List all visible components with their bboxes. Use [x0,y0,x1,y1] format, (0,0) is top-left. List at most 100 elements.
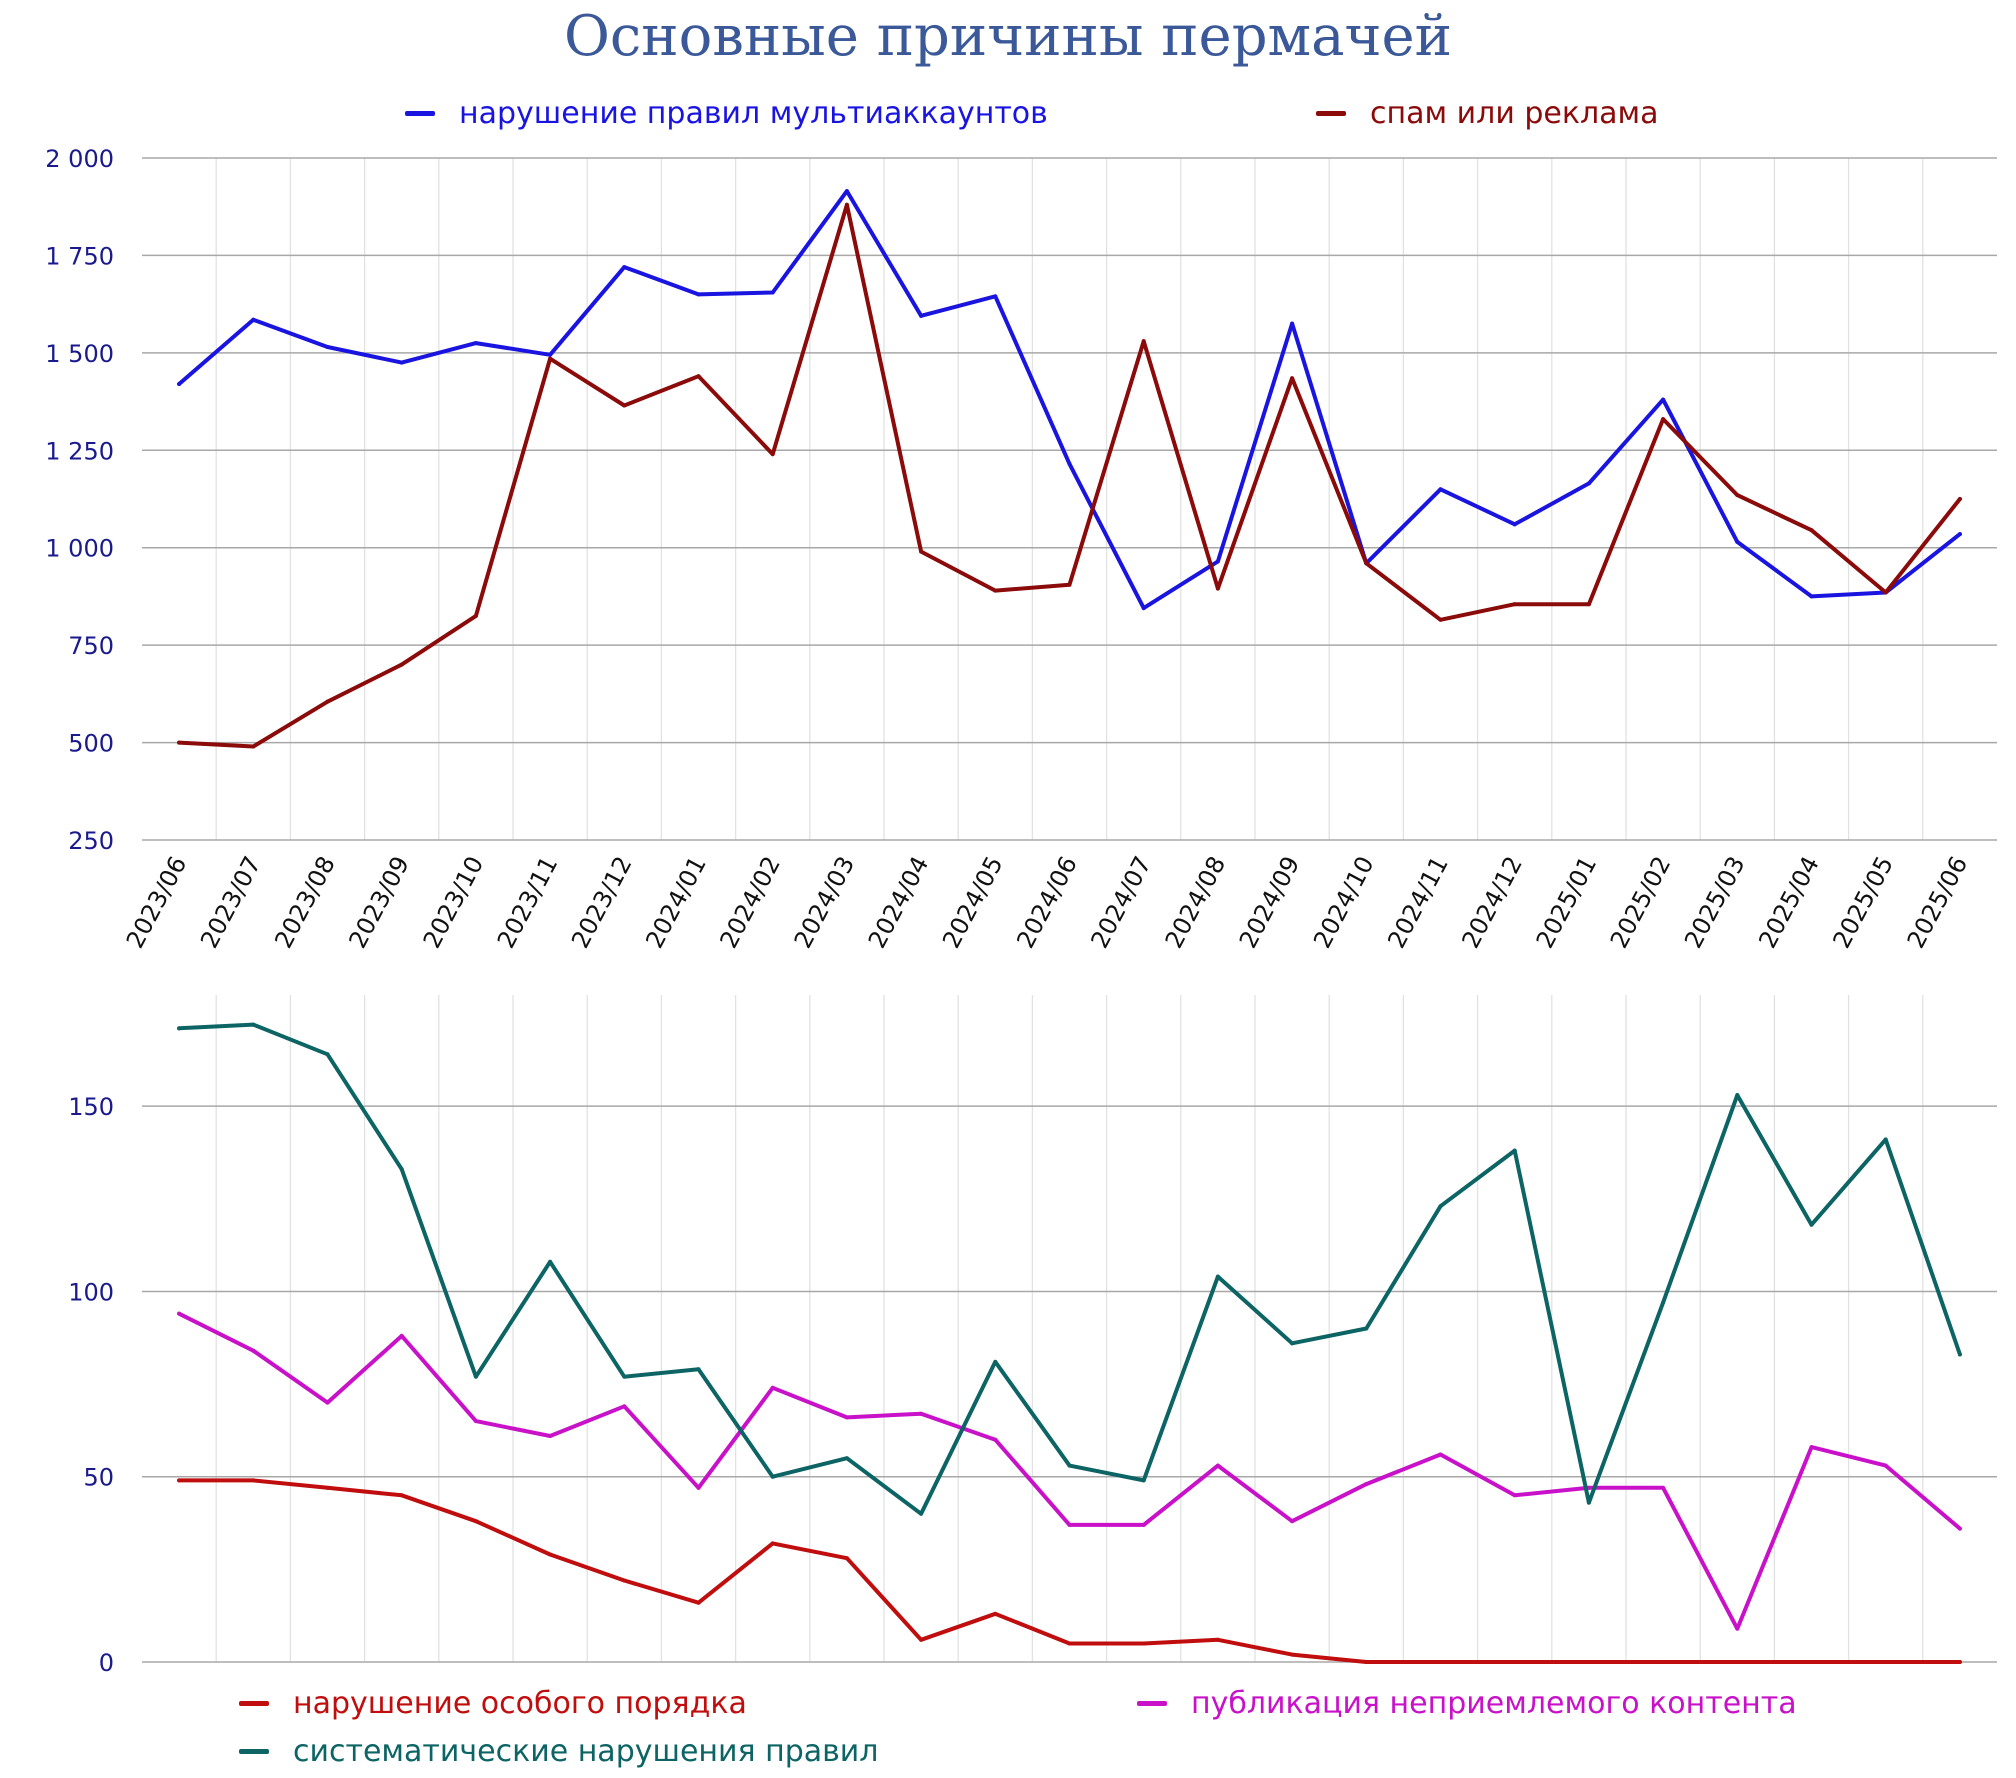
data-point [1141,1522,1146,1527]
x-tick-label: 2024/02 [714,852,786,953]
data-point [770,1385,775,1390]
series-2-3 [177,1022,1962,1516]
x-tick-label: 2024/08 [1160,852,1232,953]
legend-item-special-order: нарушение особого порядка [239,1686,747,1721]
data-point [1957,497,1962,501]
data-point [251,744,256,749]
data-point [696,374,701,379]
data-point [1809,1222,1814,1227]
data-point [1512,1660,1517,1664]
data-point [1067,582,1072,587]
data-point [1141,1478,1146,1483]
data-point [1661,397,1666,402]
data-point [1290,1341,1295,1346]
x-tick-label: 2023/09 [343,852,415,953]
data-point [770,452,775,457]
data-point [1141,339,1146,344]
y-tick-label: 1 500 [45,340,114,368]
data-point [1661,1300,1666,1305]
x-tick-label: 2024/10 [1308,852,1380,953]
data-point [548,356,553,361]
data-point [1067,461,1072,466]
data-point [919,1411,924,1416]
data-point [622,403,627,408]
data-point [1290,376,1295,381]
series-2-1 [177,1478,1962,1664]
data-point [1067,1641,1072,1646]
series-line [177,202,1962,749]
data-point [1883,590,1888,595]
legend-swatch [1137,1701,1167,1706]
x-tick-label: 2024/06 [1011,852,1083,953]
data-point [1957,1526,1962,1531]
data-point [1586,1500,1591,1505]
data-point [177,1311,182,1316]
data-point [399,360,404,365]
x-tick-label: 2023/06 [121,852,193,953]
data-point [1957,532,1962,537]
data-point [696,1485,701,1490]
y-tick-label: 0 [99,1649,114,1677]
x-tick-label: 2023/08 [269,852,341,953]
data-point [1364,1326,1369,1331]
data-point [399,1333,404,1338]
data-point [1364,561,1369,566]
y-tick-label: 50 [83,1464,114,1492]
data-point [696,292,701,297]
data-point [325,1400,330,1405]
x-tick-label: 2025/04 [1753,852,1825,953]
data-point [1809,594,1814,599]
x-tick-label: 2025/03 [1679,852,1751,953]
data-point [1661,1660,1666,1664]
data-point [622,1578,627,1583]
data-point [844,189,849,194]
data-point [993,1611,998,1616]
chart-title: Основные причины пермачей [564,4,1452,69]
data-point [1067,1522,1072,1527]
legend-item-inappropriate-content: публикация неприемлемого контента [1137,1686,1797,1721]
data-point [919,1511,924,1516]
y-tick-label: 2 000 [45,145,114,173]
data-point [1512,522,1517,527]
data-point [993,294,998,299]
x-tick-label: 2023/10 [418,852,490,953]
data-point [1512,1493,1517,1498]
data-point [919,313,924,318]
series-line [177,1478,1962,1664]
data-point [1809,1445,1814,1450]
legend-label: нарушение правил мультиаккаунтов [459,96,1048,131]
data-point [177,740,182,745]
data-point [1438,1452,1443,1457]
data-point [919,1637,924,1642]
data-point [1883,1463,1888,1468]
data-point [770,290,775,295]
series-line [177,189,1962,611]
x-tick-label: 2023/07 [195,852,267,953]
data-point [696,1600,701,1605]
data-point [1141,1641,1146,1646]
data-point [325,345,330,350]
data-point [1215,586,1220,591]
data-point [1957,1352,1962,1357]
data-point [1883,1137,1888,1142]
data-point [1735,1660,1740,1664]
series-1-1 [177,189,1962,611]
data-point [473,1519,478,1524]
x-tick-label: 2024/05 [937,852,1009,953]
data-point [251,1478,256,1483]
data-point [1661,417,1666,422]
data-point [399,1493,404,1498]
data-point [1809,528,1814,533]
legend-item-multiaccount: нарушение правил мультиаккаунтов [405,96,1048,131]
y-tick-label: 1 250 [45,437,114,465]
legend-item-systematic: систематические нарушения правил [239,1734,878,1769]
data-point [1586,1660,1591,1664]
data-point [1512,1148,1517,1153]
data-point [548,1552,553,1557]
data-point [1438,1660,1443,1664]
data-point [844,1556,849,1561]
data-point [399,1167,404,1172]
data-point [325,1485,330,1490]
data-point [844,1415,849,1420]
